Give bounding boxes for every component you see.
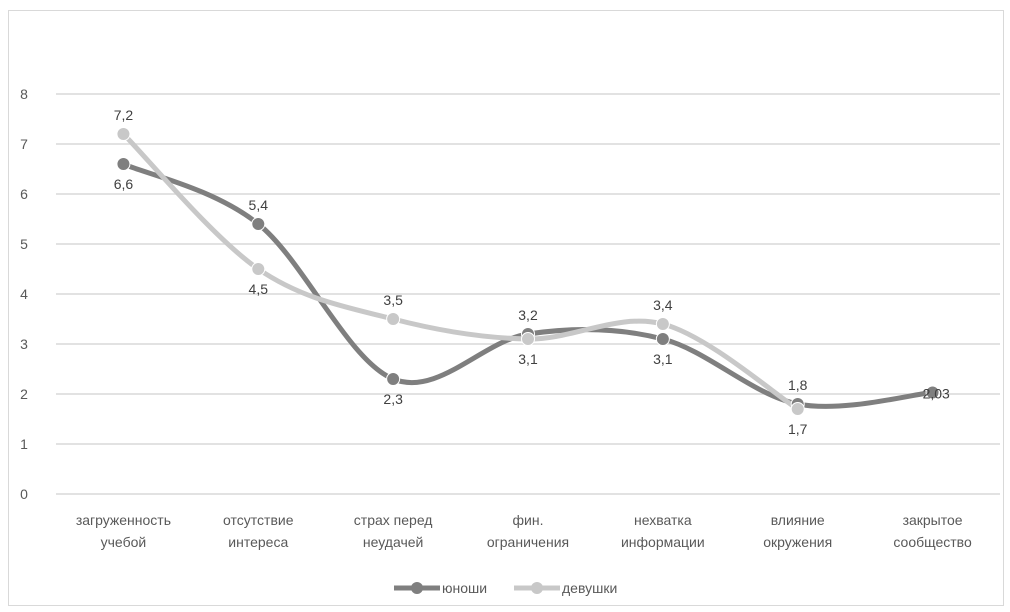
x-tick-label: информации (621, 534, 705, 550)
y-tick-label: 5 (20, 236, 28, 252)
data-label: 7,2 (114, 107, 134, 123)
x-tick-label: интереса (228, 534, 288, 550)
data-label: 3,4 (653, 297, 673, 313)
series-markers (116, 127, 940, 416)
legend-marker (531, 582, 543, 594)
data-point (116, 157, 131, 171)
y-tick-label: 8 (20, 86, 28, 102)
x-category-label: страх перед неудачей (354, 512, 433, 550)
y-tick-label: 2 (20, 386, 28, 402)
x-tick-label: сообщество (893, 534, 972, 550)
data-label: 5,4 (249, 197, 269, 213)
data-point (655, 332, 670, 346)
legend-label: юноши (442, 580, 487, 596)
x-category-label: фин. ограничения (487, 512, 569, 550)
y-tick-label: 4 (20, 286, 28, 302)
data-label: 1,7 (788, 421, 808, 437)
data-point (386, 312, 401, 326)
data-label: 3,1 (653, 351, 673, 367)
legend-label: девушки (562, 580, 617, 596)
x-tick-label: влияние (771, 512, 825, 528)
data-labels: 6,6 5,4 2,3 3,2 3,1 1,8 2,03 7,2 4,5 3,5 3,1 3,4 1,7 (114, 107, 950, 437)
y-tick-label: 3 (20, 336, 28, 352)
data-label: 3,5 (383, 292, 403, 308)
x-category-label: влияние окружения (763, 512, 832, 550)
x-tick-label: загруженность (76, 512, 171, 528)
data-point (790, 402, 805, 416)
y-tick-label: 1 (20, 436, 28, 452)
data-label: 6,6 (114, 176, 134, 192)
x-tick-label: закрытое (903, 512, 963, 528)
x-tick-label: отсутствие (223, 512, 294, 528)
data-point (116, 127, 131, 141)
data-point (925, 385, 940, 400)
data-label: 2,3 (383, 391, 403, 407)
data-point (655, 317, 670, 331)
x-category-label: загруженность учебой (76, 512, 171, 550)
series-line-2 (120, 131, 801, 412)
chart-frame (8, 10, 1004, 606)
legend-item: девушки (514, 580, 617, 596)
legend: юноши девушки (394, 580, 617, 596)
x-tick-label: окружения (763, 534, 832, 550)
data-label: 3,1 (518, 351, 538, 367)
x-axis: загруженность учебой отсутствие интереса стр… (76, 512, 972, 550)
legend-item: юноши (394, 580, 487, 596)
series-line-1 (120, 161, 936, 409)
y-tick-label: 0 (20, 486, 28, 502)
data-label: 2,03 (923, 386, 950, 402)
x-tick-label: страх перед (354, 512, 433, 528)
x-tick-label: учебой (101, 534, 147, 550)
y-tick-label: 7 (20, 136, 28, 152)
data-point (386, 372, 401, 386)
data-point (251, 262, 266, 276)
x-category-label: закрытое сообщество (893, 512, 972, 550)
x-tick-label: ограничения (487, 534, 569, 550)
y-axis: 0 1 2 3 4 5 6 7 8 (20, 86, 28, 502)
data-point (521, 332, 535, 346)
series-lines (120, 131, 936, 412)
x-tick-label: неудачей (363, 534, 423, 550)
x-tick-label: фин. (513, 512, 544, 528)
data-label: 4,5 (249, 281, 269, 297)
legend-marker (411, 582, 423, 594)
x-category-label: отсутствие интереса (223, 512, 294, 550)
x-category-label: нехватка информации (621, 512, 705, 550)
x-tick-label: нехватка (634, 512, 692, 528)
y-tick-label: 6 (20, 186, 28, 202)
data-label: 3,2 (518, 307, 538, 323)
gridlines (56, 93, 1000, 495)
data-point (251, 217, 266, 231)
data-label: 1,8 (788, 377, 808, 393)
